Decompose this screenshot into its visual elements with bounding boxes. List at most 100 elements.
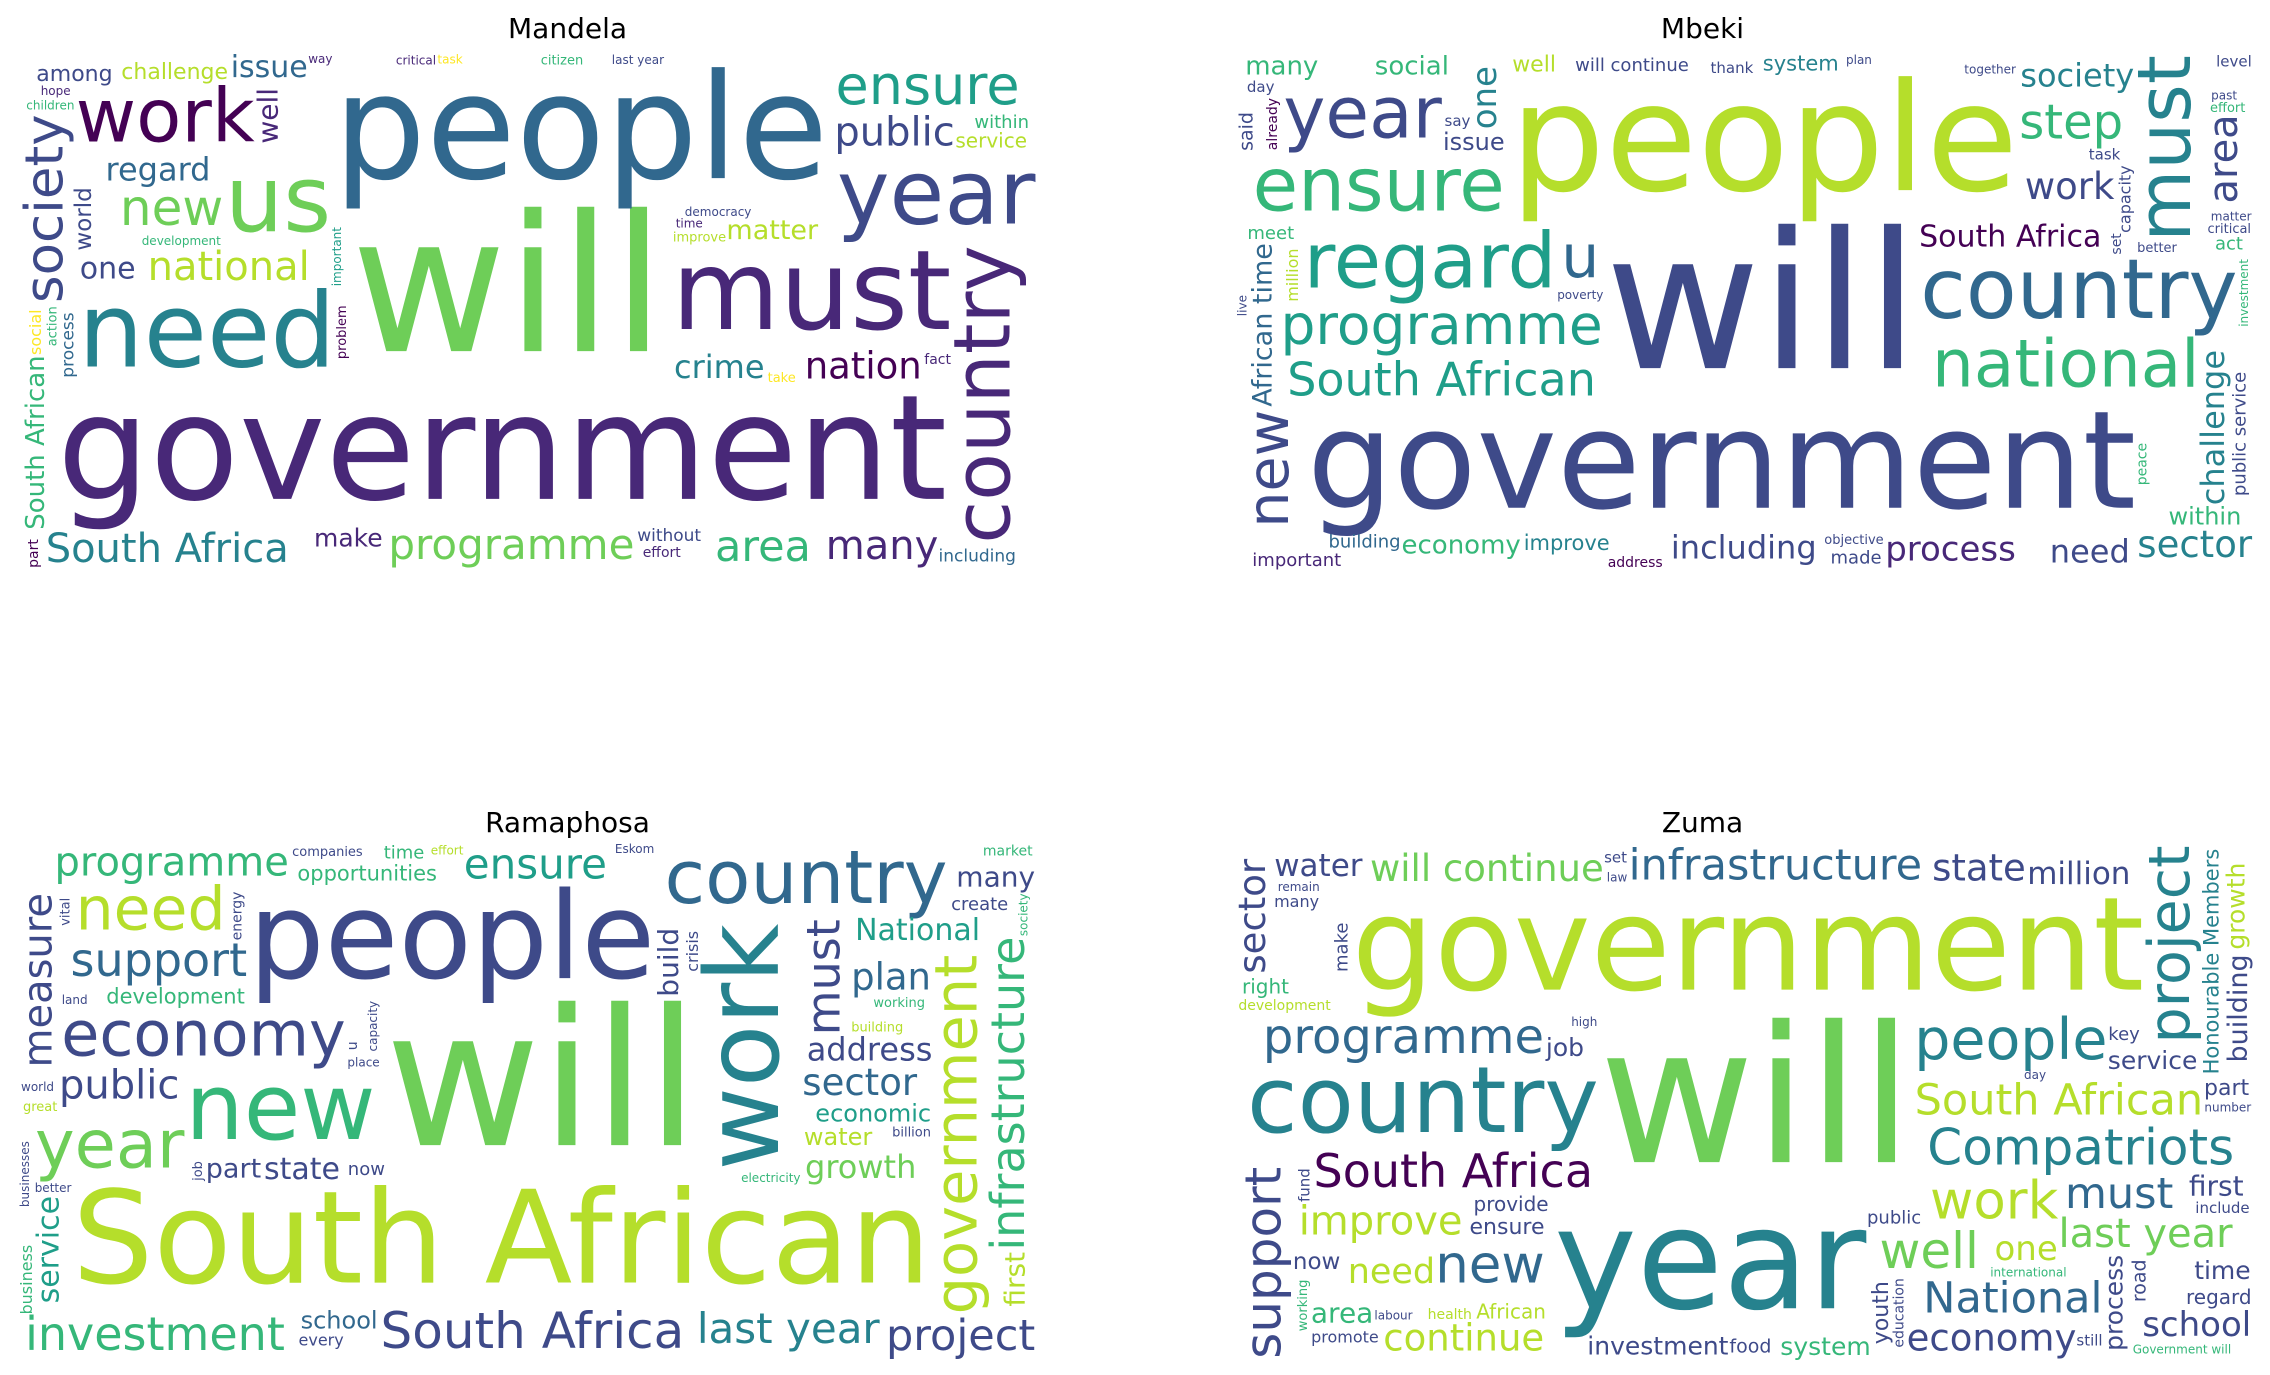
cloud-word: effort — [2210, 101, 2245, 116]
cloud-word: including — [939, 547, 1016, 567]
cloud-word: job — [191, 1161, 206, 1182]
cloud-word: national — [1932, 325, 2199, 402]
cloud-word: society — [2020, 57, 2134, 95]
cloud-word: job — [1545, 1033, 1584, 1062]
cloud-word: thank — [1711, 59, 1754, 77]
cloud-word: new — [1435, 1235, 1545, 1296]
cloud-word: democracy — [685, 205, 752, 219]
cloud-word: task — [2089, 146, 2121, 164]
cloud-word: will continue — [1575, 55, 1689, 76]
cloud-word: work — [2025, 165, 2115, 208]
cloud-word: programme — [388, 520, 634, 569]
cloud-word: service — [2108, 1046, 2198, 1075]
cloud-word: together — [1964, 63, 2016, 77]
cloud-word: Honourable Members — [2199, 849, 2223, 1075]
word-cloud: will government people country programme rega… — [1235, 52, 2255, 572]
cloud-word: year — [35, 1106, 185, 1184]
cloud-word: already — [1265, 98, 1281, 150]
cloud-word: sector — [2137, 523, 2253, 566]
cloud-word: action — [46, 306, 61, 346]
cloud-word: economy — [61, 998, 345, 1071]
cloud-word: companies — [292, 845, 363, 860]
cloud-word: businesses — [18, 1141, 32, 1207]
cloud-word: critical — [2208, 222, 2252, 237]
cloud-word: right — [1242, 974, 1289, 998]
cloud-word: continue — [1383, 1317, 1544, 1360]
cloud-word: South African — [1287, 352, 1596, 406]
cloud-word: within — [2169, 502, 2242, 530]
cloud-word: project — [2137, 846, 2203, 1044]
cloud-word: plan — [851, 956, 931, 999]
cloud-word: ensure — [836, 54, 1020, 117]
cloud-word: poverty — [1557, 288, 1603, 302]
cloud-word: peace — [2135, 443, 2151, 485]
cloud-word: service — [31, 1196, 66, 1303]
cloud-word: development — [1238, 998, 1331, 1014]
cloud-word: last year — [2059, 1211, 2234, 1257]
cloud-word: water — [1274, 848, 1363, 884]
cloud-word: time — [384, 843, 425, 864]
cloud-word: road — [2129, 1259, 2151, 1302]
cloud-word: address — [807, 1031, 933, 1069]
cloud-word: well — [252, 88, 285, 144]
cloud-word: us — [225, 146, 331, 253]
cloud-word: public — [59, 1063, 179, 1109]
cloud-word: citizen — [541, 53, 584, 68]
cloud-word: must — [2065, 1169, 2173, 1219]
cloud-word: last year — [697, 1304, 881, 1353]
cloud-word: plan — [1846, 53, 1872, 67]
cloud-word: will — [351, 175, 665, 396]
cloud-word: will — [385, 969, 699, 1190]
cloud-word: among — [36, 62, 112, 87]
cloud-word: address — [1608, 555, 1663, 571]
cloud-word: promote — [1311, 1328, 1379, 1347]
cloud-word: school — [2142, 1305, 2251, 1345]
cloud-word: must — [797, 919, 851, 1035]
cloud-word: investment — [25, 1307, 285, 1361]
cloud-word: number — [2204, 1101, 2251, 1115]
cloud-word: first — [998, 1252, 1031, 1307]
panel-zuma: Zuma will year government country South Afri… — [1135, 790, 2270, 1375]
cloud-word: public — [1867, 1207, 1921, 1228]
cloud-word: regard — [106, 151, 211, 189]
cloud-word: children — [26, 99, 74, 113]
cloud-word: system — [1763, 52, 1839, 76]
cloud-word: country — [1247, 1047, 1599, 1154]
word-cloud: will government people must need us year progra… — [18, 52, 1038, 572]
cloud-word: food — [1729, 1335, 1771, 1357]
cloud-word: law — [1607, 870, 1628, 884]
cloud-word: critical — [396, 54, 436, 68]
cloud-word: matter — [726, 215, 819, 246]
cloud-word: u — [345, 1041, 361, 1050]
cloud-word: matter — [2211, 210, 2252, 224]
cloud-word: crime — [674, 348, 765, 386]
cloud-word: well — [1512, 52, 1556, 77]
cloud-word: education — [1892, 1278, 1908, 1347]
cloud-word: fact — [924, 352, 951, 368]
cloud-word: work — [1930, 1171, 2059, 1232]
cloud-word: development — [106, 985, 245, 1009]
cloud-word: government — [1352, 869, 2145, 1021]
cloud-word: building — [2223, 954, 2254, 1062]
cloud-word: first — [2189, 1169, 2244, 1202]
cloud-word: country — [1920, 241, 2237, 338]
cloud-word: work — [684, 924, 803, 1171]
cloud-word: project — [886, 1311, 1035, 1361]
cloud-word: will — [1605, 192, 1919, 413]
cloud-word: electricity — [741, 1171, 800, 1185]
cloud-word: society — [18, 114, 76, 303]
cloud-word: regard — [2186, 1285, 2252, 1309]
cloud-word: challenge — [121, 60, 228, 85]
cloud-word: new — [1236, 410, 1302, 528]
cloud-word: market — [983, 843, 1033, 859]
cloud-word: need — [2050, 533, 2130, 571]
cloud-word: vital — [59, 898, 74, 926]
panel-mbeki: Mbeki will government people country program… — [1135, 0, 2270, 580]
cloud-word: need — [1348, 1252, 1435, 1292]
cloud-word: ensure — [1253, 143, 1505, 229]
cloud-word: social — [26, 309, 45, 355]
cloud-word: new — [185, 1054, 375, 1161]
cloud-word: including — [1671, 529, 1817, 567]
cloud-word: level — [2216, 52, 2252, 70]
